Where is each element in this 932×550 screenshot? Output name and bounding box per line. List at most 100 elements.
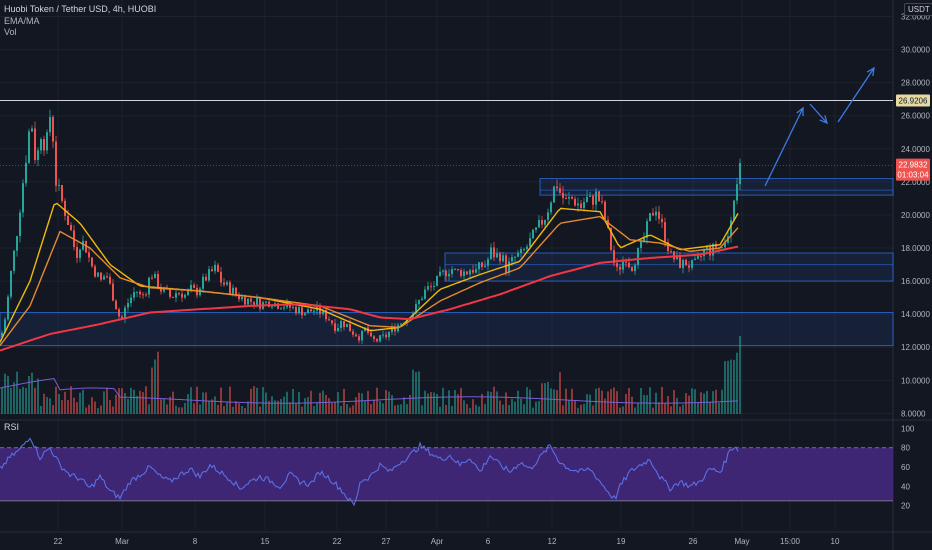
candle-body	[10, 270, 12, 297]
volume-bar	[313, 406, 315, 414]
candle-body	[400, 323, 402, 325]
volume-bar	[454, 390, 456, 414]
candle-body	[499, 253, 501, 262]
arrow-down	[809, 103, 828, 124]
indicator-ema-ma[interactable]: EMA/MA	[4, 16, 40, 26]
volume-bar	[49, 398, 51, 414]
candle-body	[82, 240, 84, 250]
candle-body	[178, 293, 180, 295]
candle-body	[211, 269, 213, 272]
candle-body	[442, 270, 444, 272]
price-axis[interactable]: 32.0000 30.0000 28.0000 26.0000 24.0000 22.00…	[901, 13, 930, 511]
currency-badge[interactable]: USDT	[904, 3, 932, 16]
volume-bar	[397, 404, 399, 414]
candle-body	[277, 303, 279, 309]
volume-bar	[388, 391, 390, 414]
candle-body	[193, 284, 195, 288]
volume-bar	[394, 405, 396, 414]
current-price-tag: 22.9832	[899, 161, 928, 170]
volume-bar	[406, 404, 408, 414]
volume-bar	[421, 405, 423, 414]
candle-body	[160, 288, 162, 292]
price-tick-label: 8.0000	[901, 409, 926, 418]
candle-body	[52, 116, 54, 142]
candle-body	[724, 242, 726, 248]
candle-body	[247, 298, 249, 305]
volume-bar	[646, 395, 648, 414]
candle-body	[619, 266, 621, 270]
candles-layer[interactable]	[1, 109, 741, 345]
volume-bar	[688, 395, 690, 414]
candle-body	[28, 131, 30, 163]
candle-body	[142, 294, 144, 296]
time-tick-label: 10	[831, 537, 840, 546]
volume-bar	[7, 375, 9, 414]
time-axis[interactable]: 22 Mar 8 15 22 27 Apr 6 12 19 26 May 15:00 10	[54, 537, 840, 546]
candle-body	[313, 310, 315, 312]
candle-body	[148, 277, 150, 295]
arrow-up-1-head	[796, 106, 804, 117]
volume-bar	[271, 396, 273, 414]
time-tick-label: May	[734, 537, 749, 546]
candle-body	[712, 243, 714, 256]
candle-body	[730, 220, 732, 237]
candle-body	[49, 116, 51, 133]
volume-bar	[235, 401, 237, 414]
volume-bar	[709, 402, 711, 414]
candle-body	[673, 251, 675, 260]
price-tick-label: 16.0000	[901, 277, 930, 286]
time-tick-label: 6	[486, 537, 491, 546]
indicator-vol[interactable]: Vol	[4, 27, 17, 37]
volume-bar	[619, 407, 621, 414]
volume-bar	[610, 388, 612, 414]
volume-bar	[532, 407, 534, 414]
symbol-title[interactable]: Huobi Token / Tether USD, 4h, HUOBI	[4, 4, 157, 14]
price-tick-label: 24.0000	[901, 145, 930, 154]
time-tick-label: 8	[193, 537, 198, 546]
volume-bar	[124, 393, 126, 414]
volume-bar	[448, 390, 450, 414]
volume-bar	[163, 398, 165, 414]
candle-body	[64, 200, 66, 216]
time-tick-label: 15	[261, 537, 270, 546]
volume-bar	[466, 404, 468, 414]
candle-body	[244, 297, 246, 305]
candle-body	[721, 247, 723, 249]
volume-bar	[400, 404, 402, 414]
volume-bar	[94, 401, 96, 414]
candle-body	[586, 196, 588, 203]
candle-body	[331, 320, 333, 324]
moving-averages	[0, 202, 739, 352]
volume-bar	[31, 372, 33, 414]
volume-bar	[556, 390, 558, 414]
time-tick-label: 12	[548, 537, 557, 546]
candle-body	[670, 251, 672, 253]
candle-body	[31, 128, 33, 132]
candle-body	[232, 287, 234, 294]
volume-bar	[73, 397, 75, 414]
candle-body	[139, 291, 141, 295]
volume-bar	[484, 403, 486, 414]
volume-bar	[151, 367, 153, 414]
volume-bar	[169, 396, 171, 414]
candle-body	[124, 307, 126, 319]
candle-body	[349, 323, 351, 332]
volume-bar	[223, 406, 225, 414]
candle-body	[352, 331, 354, 335]
time-tick-label: Apr	[431, 537, 444, 546]
volume-bars	[0, 335, 741, 414]
candle-body	[634, 264, 636, 271]
volume-bar	[43, 393, 45, 414]
rsi-label[interactable]: RSI	[4, 422, 20, 432]
candle-body	[112, 283, 114, 301]
candle-body	[172, 296, 174, 298]
candle-body	[430, 286, 432, 288]
candle-body	[484, 265, 486, 267]
support-zone	[0, 312, 894, 347]
volume-bar	[511, 398, 513, 414]
candle-body	[238, 294, 240, 300]
volume-bar	[301, 406, 303, 414]
candle-body	[571, 196, 573, 199]
